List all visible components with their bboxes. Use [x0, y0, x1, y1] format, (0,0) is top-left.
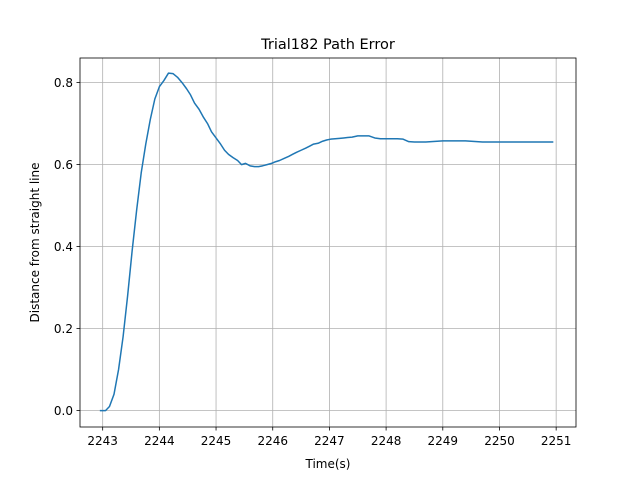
y-tick-label: 0.6	[54, 158, 73, 172]
x-tick-label: 2246	[257, 434, 288, 448]
y-tick-label: 0.8	[54, 76, 73, 90]
x-tick-label: 2251	[541, 434, 572, 448]
x-tick-label: 2247	[314, 434, 345, 448]
x-tick-label: 2250	[484, 434, 515, 448]
y-tick-label: 0.0	[54, 404, 73, 418]
chart-title: Trial182 Path Error	[260, 37, 395, 53]
x-tick-label: 2245	[201, 434, 232, 448]
x-tick-label: 2249	[428, 434, 459, 448]
y-tick-label: 0.2	[54, 322, 73, 336]
y-axis-label: Distance from straight line	[28, 162, 42, 322]
series-line	[99, 72, 554, 412]
x-axis-label: Time(s)	[305, 457, 351, 471]
x-tick-label: 2243	[87, 434, 118, 448]
plot-area-frame	[79, 57, 577, 428]
series-layer	[99, 72, 554, 412]
grid-lines	[80, 58, 576, 427]
x-tick-label: 2248	[371, 434, 402, 448]
x-axis: 2243 2244 2245 2246 2247 2248 2249 2250 2251	[87, 427, 571, 448]
y-tick-label: 0.4	[54, 240, 73, 254]
y-axis: 0.0 0.2 0.4 0.6 0.8	[54, 76, 80, 418]
x-tick-label: 2244	[144, 434, 175, 448]
